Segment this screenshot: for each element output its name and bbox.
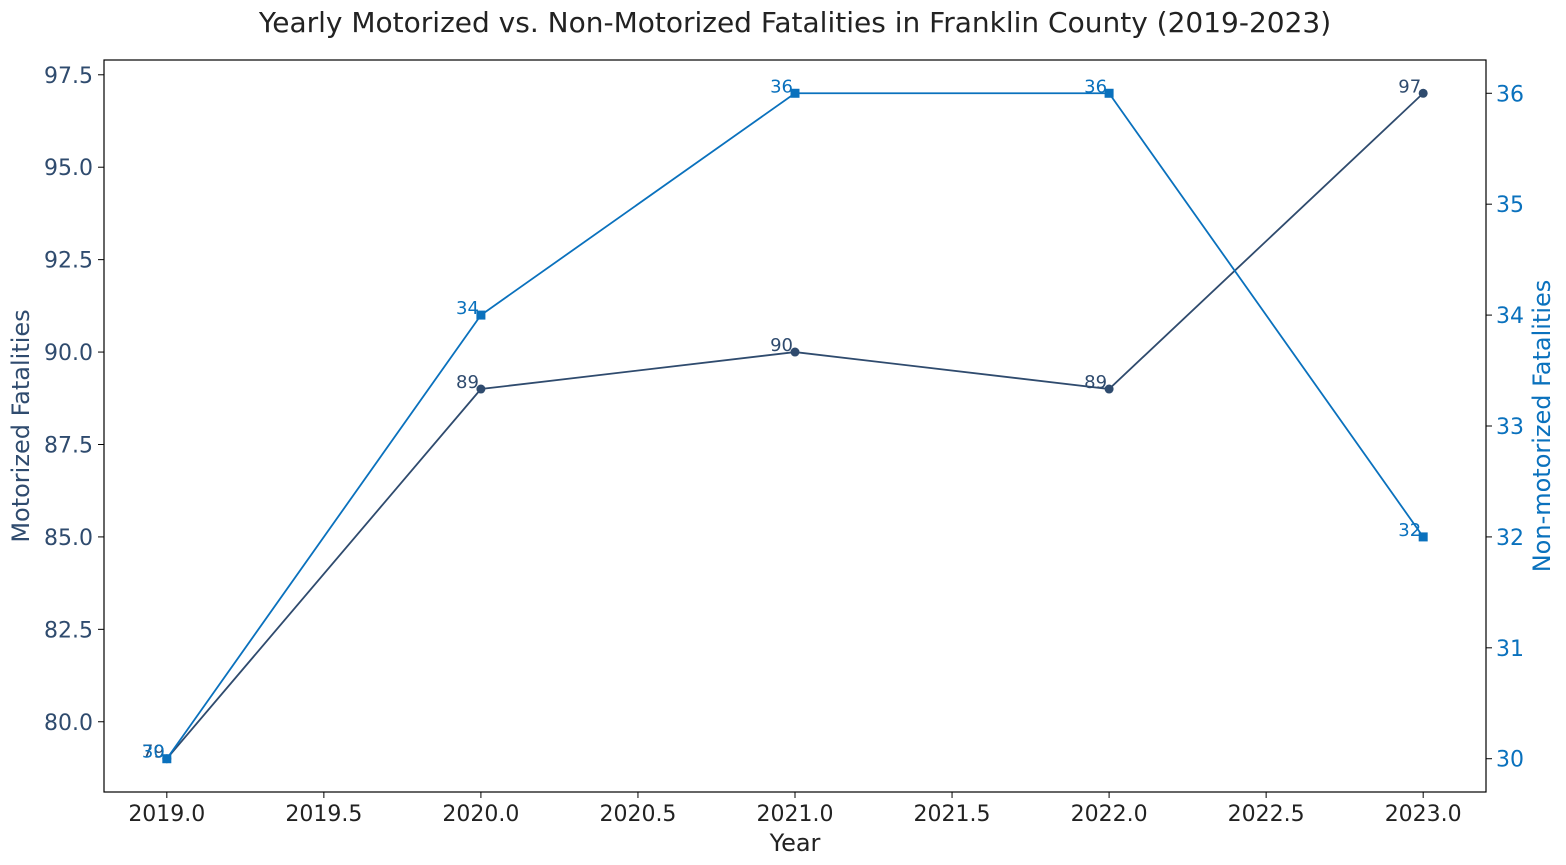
y-right-tick-label: 31 xyxy=(1496,637,1524,662)
x-tick-label: 2022.5 xyxy=(1228,802,1305,827)
data-point-right xyxy=(790,88,800,98)
series-line-left xyxy=(166,92,1424,760)
x-tick-label: 2020.0 xyxy=(442,802,519,827)
x-tick-label: 2023.0 xyxy=(1385,802,1462,827)
x-tick-label: 2021.0 xyxy=(757,802,834,827)
y-axis-label-right: Non-motorized Fatalities xyxy=(1528,280,1556,573)
series-line-right xyxy=(166,92,1424,760)
y-left-tick-label: 95.0 xyxy=(44,156,93,181)
y-right-tick-label: 36 xyxy=(1496,82,1524,107)
data-point-right xyxy=(1104,88,1114,98)
y-right-tick-label: 34 xyxy=(1496,304,1524,329)
plot-frame xyxy=(103,59,1487,793)
y-left-tick-label: 82.5 xyxy=(44,618,93,643)
y-left-tick-label: 97.5 xyxy=(44,64,93,89)
x-tick-label: 2022.0 xyxy=(1071,802,1148,827)
data-label-left: 79 xyxy=(142,742,165,763)
axes-layer: 2019.0 2019.5 2020.0 2020.5 2021.0 2021.5 2022… xyxy=(44,59,1524,827)
x-tick-label: 2021.5 xyxy=(914,802,991,827)
y-right-tick-label: 33 xyxy=(1496,415,1524,440)
data-label-right: 36 xyxy=(1084,76,1107,97)
data-point-right xyxy=(1418,532,1428,542)
y-right-tick-label: 30 xyxy=(1496,748,1524,773)
x-axis-label: Year xyxy=(769,829,821,857)
y-right-tick-label: 32 xyxy=(1496,526,1524,551)
y-left-tick-label: 87.5 xyxy=(44,433,93,458)
data-point-left xyxy=(1418,88,1428,98)
x-tick-label: 2019.0 xyxy=(128,802,205,827)
y-left-tick-label: 92.5 xyxy=(44,249,93,274)
data-label-right: 30 xyxy=(142,742,165,763)
data-point-right xyxy=(162,754,172,764)
data-label-right: 32 xyxy=(1398,520,1421,541)
y-left-tick-label: 85.0 xyxy=(44,526,93,551)
data-label-left: 89 xyxy=(1084,372,1107,393)
data-label-right: 34 xyxy=(456,298,479,319)
y-axis-label-left: Motorized Fatalities xyxy=(7,309,35,542)
y-right-tick-label: 35 xyxy=(1496,193,1524,218)
chart-title: Yearly Motorized vs. Non-Motorized Fatal… xyxy=(258,6,1331,39)
data-label-left: 97 xyxy=(1398,76,1421,97)
y-left-tick-label: 80.0 xyxy=(44,711,93,736)
series-layer: 79 89 90 89 97 30 34 36 36 32 xyxy=(142,76,1428,764)
data-point-right xyxy=(476,310,486,320)
data-label-left: 90 xyxy=(770,335,793,356)
data-point-left xyxy=(476,384,486,394)
x-tick-label: 2019.5 xyxy=(285,802,362,827)
data-label-left: 89 xyxy=(456,372,479,393)
x-tick-label: 2020.5 xyxy=(599,802,676,827)
data-point-left xyxy=(1104,384,1114,394)
y-left-tick-label: 90.0 xyxy=(44,341,93,366)
data-point-left xyxy=(790,347,800,357)
data-label-right: 36 xyxy=(770,76,793,97)
